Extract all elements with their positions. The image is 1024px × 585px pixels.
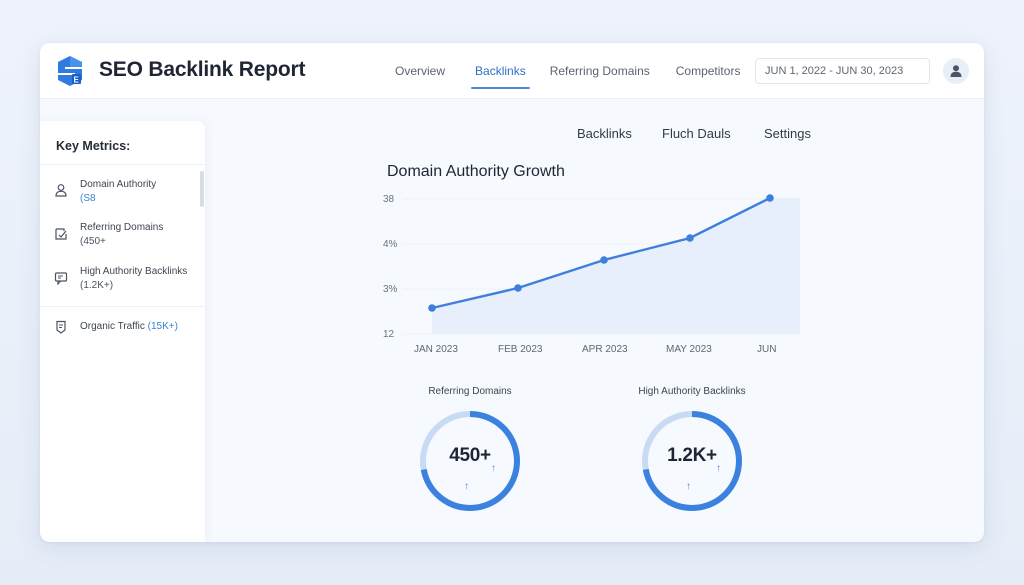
donut-chart: 450+ ↑ ↑ [416,407,524,515]
main-nav: Overview Backlinks Referring Domains Com… [395,43,740,99]
y-tick-label: 12 [383,329,395,340]
tab-backlinks[interactable]: Backlinks [471,43,530,99]
y-tick-label: 4% [383,239,398,250]
svg-text:E: E [74,76,80,85]
y-tick-label: 38 [383,194,395,205]
comment-icon [54,272,68,285]
data-point[interactable] [600,256,608,264]
donut-value: 1.2K+ [667,445,717,466]
document-badge-icon [56,320,66,334]
donut-label: Referring Domains [428,386,512,397]
data-point[interactable] [766,194,774,202]
progress-ring [420,411,520,511]
subnav-settings[interactable]: Settings [764,126,811,141]
metric-value: (S8 [80,193,96,204]
x-tick-label: JUN [757,344,776,355]
data-point[interactable] [428,304,436,312]
date-range-picker[interactable]: JUN 1, 2022 - JUN 30, 2023 [755,58,930,84]
user-icon [55,184,67,197]
data-point[interactable] [514,284,522,292]
tab-referring-domains[interactable]: Referring Domains [549,64,650,78]
sidebar-title: Key Metrics: [56,139,131,153]
metric-label: Domain Authority [80,179,157,190]
trend-up-icon: ↑ [686,481,691,492]
checklist-icon [55,228,67,240]
referring-domains-donut: Referring Domains 450+ ↑ ↑ [400,386,540,515]
high-authority-backlinks-donut: High Authority Backlinks 1.2K+ ↑ ↑ [622,386,762,515]
x-tick-label: MAY 2023 [666,344,712,355]
chart-title: Domain Authority Growth [387,163,565,180]
divider [40,164,205,165]
sidebar-scrollbar[interactable] [200,171,204,207]
arrow-up-icon: ↑ [491,463,496,474]
tab-competitors[interactable]: Competitors [675,64,741,78]
metric-value: (450+ [80,236,106,247]
metric-value: (15K+) [147,321,178,332]
data-point[interactable] [686,234,694,242]
arrow-up-icon: ↑ [716,463,721,474]
y-tick-label: 3% [383,284,398,295]
area-fill [432,198,800,334]
divider [40,306,205,307]
x-tick-label: APR 2023 [582,344,628,355]
seo-s-logo-icon: E [58,56,82,86]
subnav-fluch-dauls[interactable]: Fluch Dauls [662,126,731,141]
app-title: SEO Backlink Report [99,58,306,81]
top-header: E SEO Backlink Report Overview Backlinks… [40,43,984,99]
donut-value: 450+ [449,445,491,466]
metric-label: Organic Traffic (15K+) [80,321,178,332]
donut-chart: 1.2K+ ↑ ↑ [638,407,746,515]
x-tick-label: FEB 2023 [498,344,543,355]
progress-ring [642,411,742,511]
app-window: E SEO Backlink Report Overview Backlinks… [40,43,984,542]
metric-label: High Authority Backlinks [80,266,188,277]
donut-label: High Authority Backlinks [638,386,746,397]
key-metrics-sidebar: Key Metrics: Domain Authority (S8 Referr… [40,121,205,542]
metric-label-text: Organic Traffic [80,321,145,332]
domain-authority-line-chart: 38 4% 3% 12 JAN 2023 FEB 2023 APR 2023 M… [383,194,800,355]
tab-overview[interactable]: Overview [395,64,446,78]
avatar[interactable] [943,58,969,84]
metric-value: (1.2K+) [80,280,114,291]
metric-label: Referring Domains [80,222,164,233]
x-tick-label: JAN 2023 [414,344,458,355]
subnav-backlinks[interactable]: Backlinks [577,126,632,141]
trend-up-icon: ↑ [464,481,469,492]
user-icon [950,65,962,77]
